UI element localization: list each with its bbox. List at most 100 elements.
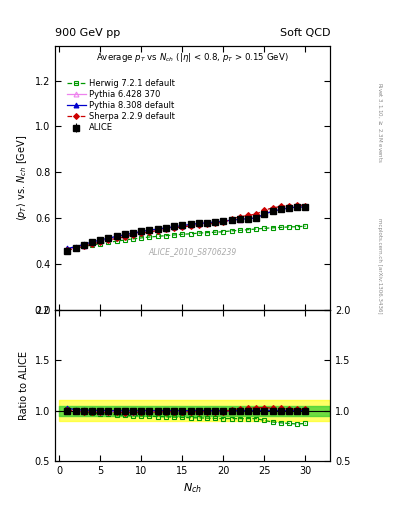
- Text: ALICE_2010_S8706239: ALICE_2010_S8706239: [149, 247, 237, 257]
- Line: Pythia 6.428 370: Pythia 6.428 370: [65, 204, 308, 252]
- Herwig 7.2.1 default: [73, 245, 78, 251]
- Pythia 8.308 default: [98, 237, 103, 243]
- Herwig 7.2.1 default: [131, 236, 136, 242]
- Pythia 8.308 default: [270, 208, 275, 215]
- Pythia 8.308 default: [213, 219, 217, 225]
- Pythia 6.428 370: [254, 215, 259, 221]
- Pythia 8.308 default: [287, 205, 292, 211]
- Herwig 7.2.1 default: [90, 242, 94, 248]
- Pythia 6.428 370: [262, 210, 267, 217]
- Pythia 6.428 370: [131, 231, 136, 237]
- Pythia 6.428 370: [163, 225, 168, 231]
- Sherpa 2.2.9 default: [237, 214, 242, 220]
- Pythia 8.308 default: [262, 211, 267, 217]
- Herwig 7.2.1 default: [246, 227, 250, 233]
- Pythia 6.428 370: [229, 218, 234, 224]
- Sherpa 2.2.9 default: [287, 203, 292, 209]
- Herwig 7.2.1 default: [180, 231, 185, 238]
- Herwig 7.2.1 default: [98, 241, 103, 247]
- Sherpa 2.2.9 default: [155, 227, 160, 233]
- Pythia 8.308 default: [123, 231, 127, 238]
- Text: Average $p_T$ vs $N_{ch}$ ($|\eta|$ < 0.8, $p_T$ > 0.15 GeV): Average $p_T$ vs $N_{ch}$ ($|\eta|$ < 0.…: [96, 51, 289, 65]
- Pythia 8.308 default: [205, 220, 209, 226]
- Pythia 6.428 370: [172, 224, 176, 230]
- Herwig 7.2.1 default: [155, 233, 160, 240]
- Pythia 8.308 default: [295, 204, 299, 210]
- Pythia 6.428 370: [139, 229, 143, 236]
- Pythia 6.428 370: [196, 221, 201, 227]
- Text: 900 GeV pp: 900 GeV pp: [55, 28, 120, 38]
- Sherpa 2.2.9 default: [90, 241, 94, 247]
- Herwig 7.2.1 default: [123, 237, 127, 243]
- Herwig 7.2.1 default: [139, 235, 143, 241]
- Pythia 8.308 default: [155, 226, 160, 232]
- Sherpa 2.2.9 default: [163, 226, 168, 232]
- Pythia 8.308 default: [114, 233, 119, 240]
- Pythia 6.428 370: [180, 223, 185, 229]
- Herwig 7.2.1 default: [229, 228, 234, 234]
- Pythia 8.308 default: [131, 230, 136, 236]
- Text: Rivet 3.1.10, $\geq$ 2.3M events: Rivet 3.1.10, $\geq$ 2.3M events: [375, 82, 383, 163]
- Sherpa 2.2.9 default: [188, 223, 193, 229]
- Sherpa 2.2.9 default: [205, 221, 209, 227]
- Pythia 8.308 default: [188, 221, 193, 227]
- Herwig 7.2.1 default: [295, 224, 299, 230]
- Herwig 7.2.1 default: [279, 224, 283, 230]
- Herwig 7.2.1 default: [237, 227, 242, 233]
- Pythia 6.428 370: [188, 222, 193, 228]
- Sherpa 2.2.9 default: [139, 230, 143, 237]
- Herwig 7.2.1 default: [81, 243, 86, 249]
- Pythia 8.308 default: [221, 218, 226, 224]
- Herwig 7.2.1 default: [196, 230, 201, 236]
- Pythia 6.428 370: [90, 240, 94, 246]
- Herwig 7.2.1 default: [65, 247, 70, 253]
- Pythia 8.308 default: [106, 235, 111, 241]
- Herwig 7.2.1 default: [172, 232, 176, 238]
- Pythia 6.428 370: [303, 204, 308, 210]
- Pythia 6.428 370: [237, 217, 242, 223]
- X-axis label: $N_{ch}$: $N_{ch}$: [183, 481, 202, 495]
- Sherpa 2.2.9 default: [98, 239, 103, 245]
- Sherpa 2.2.9 default: [196, 222, 201, 228]
- Pythia 8.308 default: [279, 206, 283, 212]
- Pythia 8.308 default: [65, 245, 70, 251]
- Pythia 8.308 default: [139, 228, 143, 234]
- Pythia 8.308 default: [73, 244, 78, 250]
- Legend: Herwig 7.2.1 default, Pythia 6.428 370, Pythia 8.308 default, Sherpa 2.2.9 defau: Herwig 7.2.1 default, Pythia 6.428 370, …: [65, 77, 177, 135]
- Pythia 6.428 370: [213, 219, 217, 225]
- Pythia 6.428 370: [81, 243, 86, 249]
- Y-axis label: $\langle p_T \rangle$ vs. $N_{ch}$ [GeV]: $\langle p_T \rangle$ vs. $N_{ch}$ [GeV]: [15, 135, 29, 221]
- Pythia 6.428 370: [295, 203, 299, 209]
- Sherpa 2.2.9 default: [279, 203, 283, 209]
- Pythia 6.428 370: [246, 216, 250, 222]
- Herwig 7.2.1 default: [188, 231, 193, 237]
- Line: Pythia 8.308 default: Pythia 8.308 default: [65, 204, 308, 251]
- Pythia 6.428 370: [98, 238, 103, 244]
- Pythia 8.308 default: [196, 220, 201, 226]
- Y-axis label: Ratio to ALICE: Ratio to ALICE: [19, 351, 29, 420]
- Pythia 6.428 370: [270, 208, 275, 214]
- Sherpa 2.2.9 default: [106, 237, 111, 243]
- Pythia 6.428 370: [205, 220, 209, 226]
- Herwig 7.2.1 default: [147, 234, 152, 240]
- Sherpa 2.2.9 default: [213, 220, 217, 226]
- Herwig 7.2.1 default: [114, 238, 119, 244]
- Herwig 7.2.1 default: [270, 225, 275, 231]
- Pythia 8.308 default: [172, 224, 176, 230]
- Sherpa 2.2.9 default: [114, 236, 119, 242]
- Sherpa 2.2.9 default: [73, 245, 78, 251]
- Text: mcplots.cern.ch [arXiv:1306.3436]: mcplots.cern.ch [arXiv:1306.3436]: [377, 219, 382, 314]
- Sherpa 2.2.9 default: [270, 205, 275, 211]
- Pythia 8.308 default: [237, 216, 242, 222]
- Pythia 8.308 default: [303, 204, 308, 210]
- Herwig 7.2.1 default: [287, 224, 292, 230]
- Pythia 6.428 370: [279, 206, 283, 212]
- Sherpa 2.2.9 default: [262, 207, 267, 213]
- Herwig 7.2.1 default: [254, 226, 259, 232]
- Pythia 6.428 370: [65, 247, 70, 253]
- Sherpa 2.2.9 default: [172, 225, 176, 231]
- Pythia 6.428 370: [123, 232, 127, 239]
- Pythia 6.428 370: [155, 227, 160, 233]
- Sherpa 2.2.9 default: [303, 203, 308, 209]
- Herwig 7.2.1 default: [262, 225, 267, 231]
